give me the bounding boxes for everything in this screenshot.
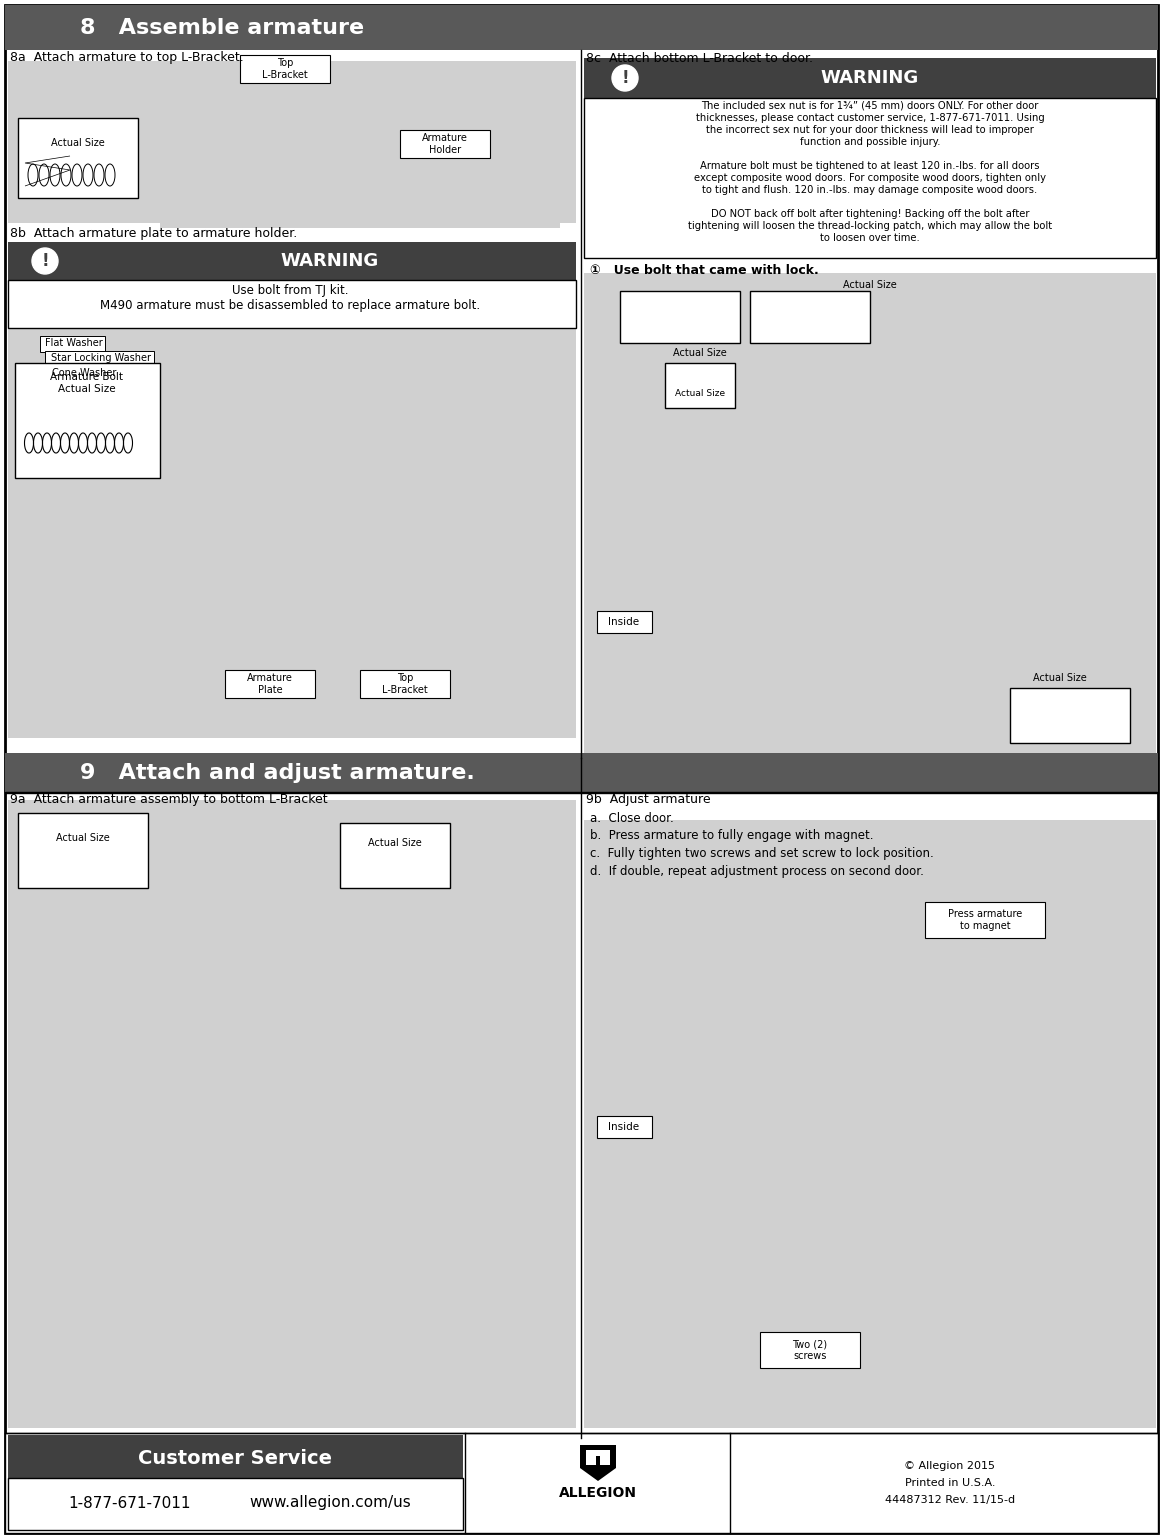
Text: The included sex nut is for 1¾” (45 mm) doors ONLY. For other door: The included sex nut is for 1¾” (45 mm) … bbox=[701, 102, 1039, 111]
Bar bbox=[240, 55, 330, 83]
Bar bbox=[50, 366, 114, 381]
Text: Printed in U.S.A.: Printed in U.S.A. bbox=[905, 1478, 996, 1487]
Bar bbox=[597, 611, 652, 634]
Bar bbox=[1009, 687, 1130, 743]
Text: to tight and flush. 120 in.-lbs. may damage composite wood doors.: to tight and flush. 120 in.-lbs. may dam… bbox=[702, 185, 1037, 195]
Text: © Allegion 2015: © Allegion 2015 bbox=[905, 1461, 996, 1470]
Bar bbox=[586, 1450, 595, 1466]
Text: except composite wood doors. For composite wood doors, tighten only: except composite wood doors. For composi… bbox=[694, 172, 1046, 183]
Text: Cone Washer: Cone Washer bbox=[52, 368, 116, 378]
Bar bbox=[759, 1332, 859, 1367]
Text: Customer Service: Customer Service bbox=[138, 1449, 331, 1467]
Bar bbox=[597, 1117, 652, 1138]
Text: Armature
Plate: Armature Plate bbox=[247, 674, 293, 695]
Text: Use bolt from TJ kit.
M490 armature must be disassembled to replace armature bol: Use bolt from TJ kit. M490 armature must… bbox=[100, 285, 480, 312]
Bar bbox=[8, 62, 576, 223]
Bar bbox=[584, 58, 1156, 98]
Bar bbox=[584, 274, 1156, 754]
Text: ALLEGION: ALLEGION bbox=[559, 1486, 637, 1500]
Text: Actual Size: Actual Size bbox=[56, 834, 109, 843]
Bar bbox=[586, 1450, 611, 1456]
Text: www.allegion.com/us: www.allegion.com/us bbox=[249, 1495, 411, 1510]
Bar bbox=[8, 241, 576, 280]
Bar bbox=[224, 671, 315, 698]
Bar bbox=[361, 671, 450, 698]
Text: Inside: Inside bbox=[608, 617, 640, 628]
Bar bbox=[584, 98, 1156, 258]
Text: Armature
Holder: Armature Holder bbox=[422, 134, 468, 155]
Text: 9a  Attach armature assembly to bottom L-Bracket: 9a Attach armature assembly to bottom L-… bbox=[10, 794, 328, 806]
Text: Actual Size: Actual Size bbox=[843, 280, 897, 291]
Bar bbox=[40, 335, 105, 352]
Bar bbox=[665, 363, 735, 408]
Text: 8a  Attach armature to top L-Bracket.: 8a Attach armature to top L-Bracket. bbox=[10, 51, 244, 65]
Text: Armature bolt must be tightened to at least 120 in.-lbs. for all doors: Armature bolt must be tightened to at le… bbox=[700, 161, 1040, 171]
Text: Flat Washer: Flat Washer bbox=[45, 338, 104, 348]
Text: b.  Press armature to fully engage with magnet.: b. Press armature to fully engage with m… bbox=[590, 829, 873, 843]
Text: 8b  Attach armature plate to armature holder.: 8b Attach armature plate to armature hol… bbox=[10, 226, 298, 240]
Text: Armature Bolt
Actual Size: Armature Bolt Actual Size bbox=[50, 372, 123, 394]
Bar bbox=[5, 754, 1158, 794]
Text: the incorrect sex nut for your door thickness will lead to improper: the incorrect sex nut for your door thic… bbox=[706, 125, 1034, 135]
Bar bbox=[17, 814, 148, 887]
Text: Top
L-Bracket: Top L-Bracket bbox=[262, 58, 308, 80]
Polygon shape bbox=[580, 1446, 616, 1481]
Text: tightening will loosen the thread-locking patch, which may allow the bolt: tightening will loosen the thread-lockin… bbox=[688, 221, 1053, 231]
Bar bbox=[584, 820, 1156, 1427]
Text: WARNING: WARNING bbox=[281, 252, 379, 271]
Bar bbox=[620, 291, 740, 343]
Bar bbox=[8, 1478, 463, 1530]
Bar bbox=[400, 131, 490, 158]
Text: 8c  Attach bottom L-Bracket to door.: 8c Attach bottom L-Bracket to door. bbox=[586, 51, 813, 65]
Text: 44487312 Rev. 11/15-d: 44487312 Rev. 11/15-d bbox=[885, 1495, 1015, 1506]
Text: a.  Close door.: a. Close door. bbox=[590, 812, 673, 824]
Text: Inside: Inside bbox=[608, 1123, 640, 1132]
Text: Actual Size: Actual Size bbox=[51, 138, 105, 148]
Text: Press armature
to magnet: Press armature to magnet bbox=[948, 909, 1022, 930]
Text: Top
L-Bracket: Top L-Bracket bbox=[383, 674, 428, 695]
Bar bbox=[5, 5, 1158, 51]
Text: c.  Fully tighten two screws and set screw to lock position.: c. Fully tighten two screws and set scre… bbox=[590, 847, 934, 860]
Text: !: ! bbox=[41, 252, 49, 271]
Text: Two (2)
screws: Two (2) screws bbox=[792, 1340, 828, 1361]
Bar bbox=[750, 291, 870, 343]
Text: 9   Attach and adjust armature.: 9 Attach and adjust armature. bbox=[80, 763, 475, 783]
Bar bbox=[160, 68, 561, 228]
Text: WARNING: WARNING bbox=[821, 69, 919, 88]
Text: ①   Use bolt that came with lock.: ① Use bolt that came with lock. bbox=[590, 263, 819, 277]
Text: Star Locking Washer: Star Locking Washer bbox=[51, 354, 151, 363]
Text: function and possible injury.: function and possible injury. bbox=[800, 137, 940, 148]
Bar bbox=[925, 901, 1046, 938]
Text: thicknesses, please contact customer service, 1-877-671-7011. Using: thicknesses, please contact customer ser… bbox=[695, 112, 1044, 123]
Circle shape bbox=[612, 65, 638, 91]
Text: 9b  Adjust armature: 9b Adjust armature bbox=[586, 794, 711, 806]
Circle shape bbox=[33, 248, 58, 274]
Text: d.  If double, repeat adjustment process on second door.: d. If double, repeat adjustment process … bbox=[590, 866, 923, 878]
Text: to loosen over time.: to loosen over time. bbox=[820, 232, 920, 243]
Bar bbox=[340, 823, 450, 887]
Text: !: ! bbox=[621, 69, 629, 88]
Bar bbox=[45, 351, 154, 368]
Bar bbox=[8, 328, 576, 738]
Bar bbox=[8, 800, 576, 1427]
Text: 8   Assemble armature: 8 Assemble armature bbox=[80, 18, 364, 38]
Text: Actual Size: Actual Size bbox=[369, 838, 422, 847]
Bar bbox=[8, 280, 576, 328]
Text: Actual Size: Actual Size bbox=[1033, 674, 1087, 683]
Bar bbox=[15, 363, 160, 478]
Text: 1-877-671-7011: 1-877-671-7011 bbox=[69, 1495, 191, 1510]
Text: Actual Size: Actual Size bbox=[673, 348, 727, 358]
Bar bbox=[8, 1435, 463, 1530]
Text: Actual Size: Actual Size bbox=[675, 389, 725, 397]
Text: DO NOT back off bolt after tightening! Backing off the bolt after: DO NOT back off bolt after tightening! B… bbox=[711, 209, 1029, 218]
Bar bbox=[5, 1433, 1158, 1533]
Bar bbox=[600, 1450, 611, 1466]
Bar bbox=[17, 118, 138, 198]
